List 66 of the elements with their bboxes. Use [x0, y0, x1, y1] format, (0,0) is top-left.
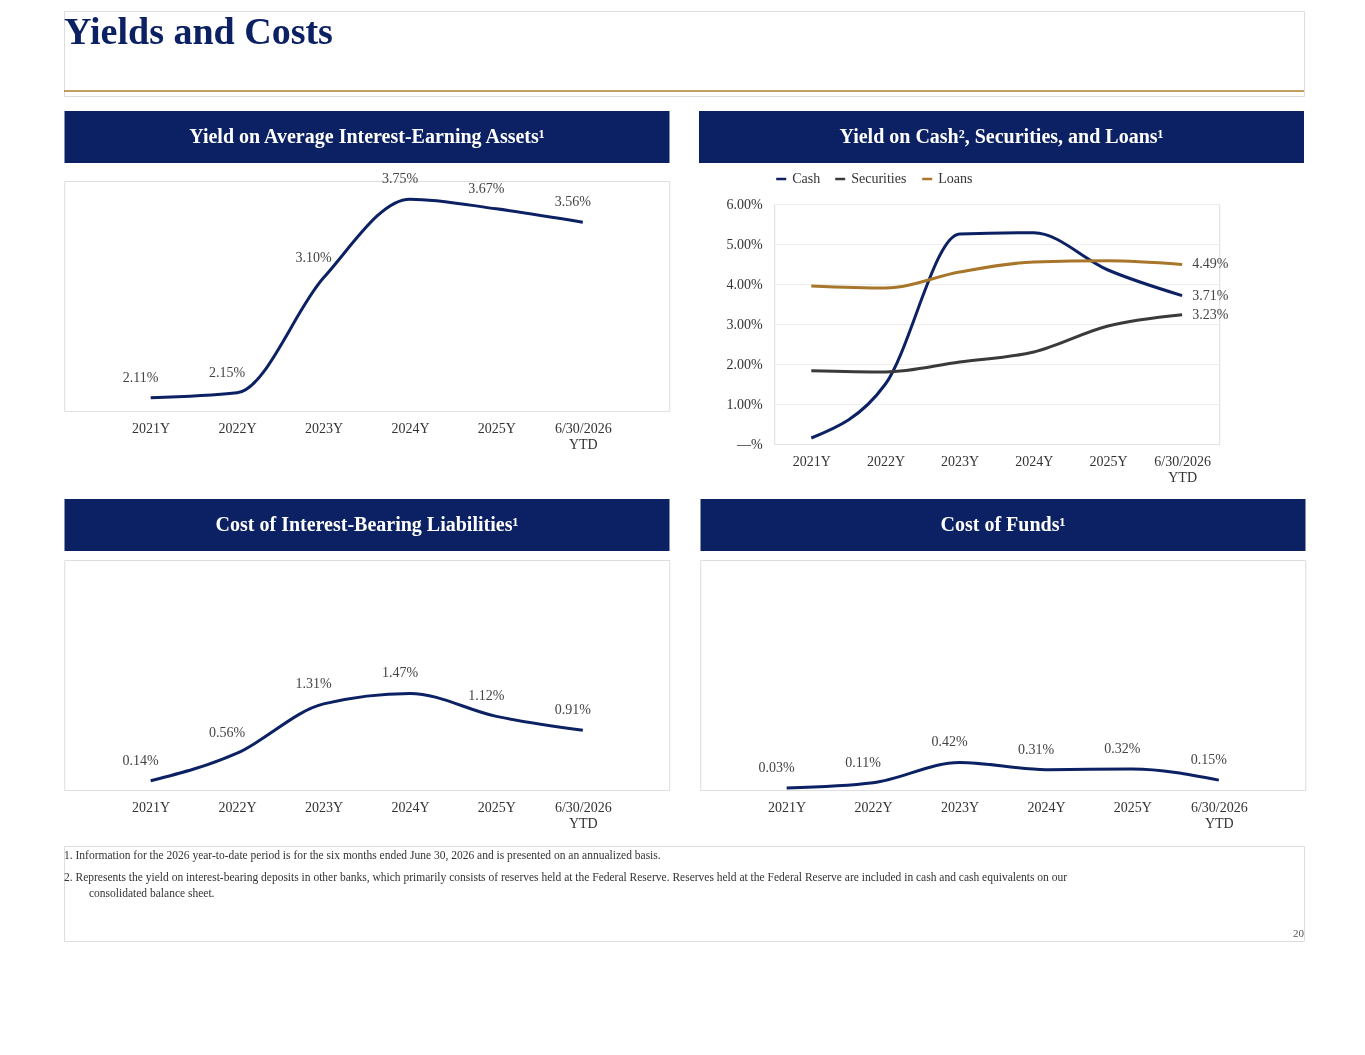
x-tick-label: 6/30/2026 YTD [554, 799, 612, 831]
text: Yields and Costs [64, 10, 333, 52]
data-label: 0.14% [122, 752, 160, 768]
x-tick-label: 6/30/2026 YTD [1154, 453, 1212, 485]
data-label: 0.32% [1104, 740, 1141, 756]
y-tick-label: 3.00% [726, 316, 764, 332]
x-tick-label: 2022Y [218, 799, 257, 815]
text: 1. Information for the 2026 year-to-date period is for the six months ended June 30, 2026 and is presented on an annualized basis. [64, 849, 661, 862]
legend-label: Cash [792, 171, 821, 186]
data-label: 3.56% [554, 194, 592, 210]
data-label: 1.47% [381, 665, 419, 681]
x-tick-label: 2022Y [866, 453, 906, 469]
x-tick-label: 2022Y [854, 799, 893, 815]
chart-title: Yield on Average Interest-Earning Assets¹ [189, 125, 545, 148]
y-tick-label: 1.00% [726, 396, 764, 412]
line-series [809, 313, 1184, 374]
x-tick-label: 2025Y [1089, 453, 1128, 469]
x-tick-label: 2025Y [477, 420, 516, 436]
x-tick-label: 2021Y [792, 453, 831, 469]
data-label: 1.12% [468, 688, 505, 704]
data-label: 0.11% [845, 754, 882, 770]
data-label: 2.11% [122, 369, 159, 385]
data-label: 3.71% [1192, 287, 1229, 303]
y-tick-label: 2.00% [726, 356, 764, 372]
y-tick-label: 6.00% [726, 196, 764, 212]
text: 2. Represents the yield on interest-bearing deposits in other banks, which primarily consists of reserves held at the Federal Reserve. Reserves held at the Federal Reserve are included in cash and cash equivalents on our consolidated balance sheet. [64, 871, 1068, 899]
data-label: 0.03% [758, 760, 796, 776]
data-label: 3.23% [1192, 306, 1229, 322]
x-tick-label: 2024Y [391, 799, 430, 815]
x-tick-label: 2024Y [1015, 453, 1054, 469]
x-tick-label: 6/30/2026 YTD [554, 420, 612, 452]
data-label: 0.42% [931, 734, 968, 750]
x-tick-label: 2024Y [391, 420, 430, 436]
data-label: 0.31% [1017, 741, 1055, 757]
line-series [809, 259, 1184, 290]
y-tick-label: 4.00% [726, 276, 764, 292]
x-tick-label: 2023Y [940, 799, 980, 815]
x-tick-label: 2021Y [132, 799, 171, 815]
x-tick-label: 2024Y [1027, 799, 1066, 815]
line-series [809, 231, 1184, 440]
x-tick-label: 2021Y [768, 799, 807, 815]
chart-title: Cost of Funds¹ [940, 513, 1066, 535]
chart-title: Yield on Cash², Securities, and Loans¹ [839, 125, 1164, 147]
legend-label: Securities [851, 171, 907, 186]
x-tick-label: 2023Y [941, 453, 980, 469]
x-tick-label: 2025Y [1113, 799, 1152, 815]
legend-label: Loans [938, 171, 973, 186]
data-label: 3.75% [381, 171, 419, 187]
data-label: 4.49% [1192, 256, 1229, 272]
y-tick-label: —% [736, 436, 764, 452]
x-tick-label: 6/30/2026 YTD [1190, 799, 1248, 831]
data-label: 3.67% [468, 180, 505, 196]
text: 20 [1293, 927, 1305, 939]
data-label: 2.15% [209, 364, 246, 380]
data-label: 0.91% [554, 702, 592, 718]
x-tick-label: 2023Y [304, 420, 344, 436]
data-label: 0.56% [209, 725, 246, 741]
y-tick-label: 5.00% [726, 236, 764, 252]
chart-title: Cost of Interest-Bearing Liabilities¹ [215, 513, 519, 536]
x-tick-label: 2025Y [477, 799, 516, 815]
x-tick-label: 2023Y [304, 799, 344, 815]
x-tick-label: 2021Y [132, 420, 171, 436]
data-label: 3.10% [295, 249, 332, 265]
x-tick-label: 2022Y [218, 420, 257, 436]
data-label: 1.31% [295, 675, 332, 691]
data-label: 0.15% [1190, 752, 1228, 768]
